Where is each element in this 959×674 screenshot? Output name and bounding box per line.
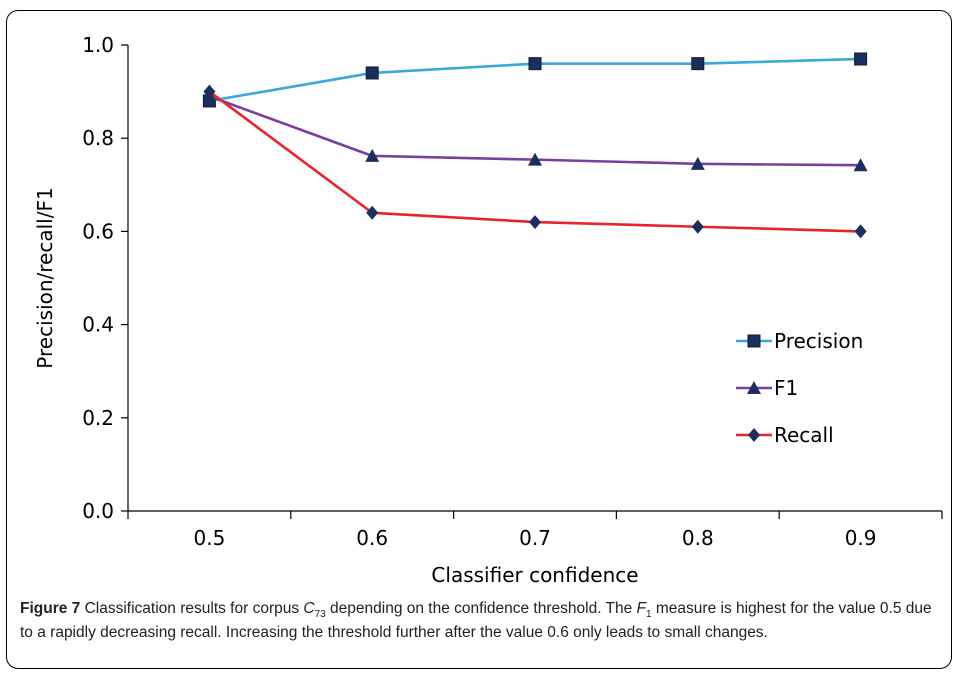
y-tick-label: 1.0 [82,33,114,57]
caption-text-1: Classification results for corpus [80,600,304,617]
corpus-subscript: 73 [314,609,326,621]
figure-frame: 0.0 0.2 0.4 0.6 0.8 1.0 0.5 0.6 0.7 0.8 0.9 Classif… [6,10,952,669]
data-point-f1 [528,152,542,166]
caption-text-3: measure is highest for the value 0.5 due… [20,600,932,641]
data-point-precision [854,52,868,66]
data-point-recall [203,84,216,99]
line-chart: 0.0 0.2 0.4 0.6 0.8 1.0 0.5 0.6 0.7 0.8 0.9 Classif… [33,33,943,587]
data-point-recall [691,219,704,234]
legend-label: Precision [774,329,863,353]
y-axis-title: Precision/recall/F1 [33,187,57,368]
series-f1 [202,89,868,172]
legend-label: F1 [774,376,798,400]
data-point-f1 [853,158,868,172]
x-tick-label: 0.6 [356,526,388,550]
legend-label: Recall [774,423,834,447]
measure-symbol: F [636,600,647,617]
data-point-recall [529,215,541,230]
x-axis-title: Classifier confidence [431,563,638,587]
caption-text-2: depending on the confidence threshold. T… [325,600,637,617]
y-tick-label: 0.8 [82,126,114,150]
x-tick-label: 0.8 [682,526,714,550]
legend-item-f1: F1 [736,376,798,400]
x-tick-label: 0.9 [845,526,877,550]
data-point-f1 [365,148,380,162]
series-precision [202,52,868,108]
data-point-precision [365,66,379,80]
y-tick-label: 0.6 [82,219,114,243]
data-point-precision [691,57,705,71]
data-point-recall [854,224,867,239]
y-tick-label: 0.4 [82,313,114,337]
legend-item-precision: Precision [736,329,863,353]
data-point-recall [366,205,379,220]
data-point-f1 [690,156,705,170]
measure-subscript: 1 [646,609,652,621]
x-tick-label: 0.5 [193,526,225,550]
legend-swatch-marker [747,334,761,348]
caption-label: Figure 7 [20,600,81,617]
x-tick-label: 0.7 [519,526,551,550]
y-tick-label: 0.2 [82,406,114,430]
legend-swatch-marker [748,428,760,442]
figure-caption: Figure 7 Classification results for corp… [20,597,945,645]
y-tick-label: 0.0 [82,499,114,523]
legend-swatch-marker [747,381,761,394]
data-point-precision [528,57,542,71]
corpus-symbol: C [303,600,315,617]
legend-item-recall: Recall [736,423,834,447]
series-recall [203,84,867,239]
